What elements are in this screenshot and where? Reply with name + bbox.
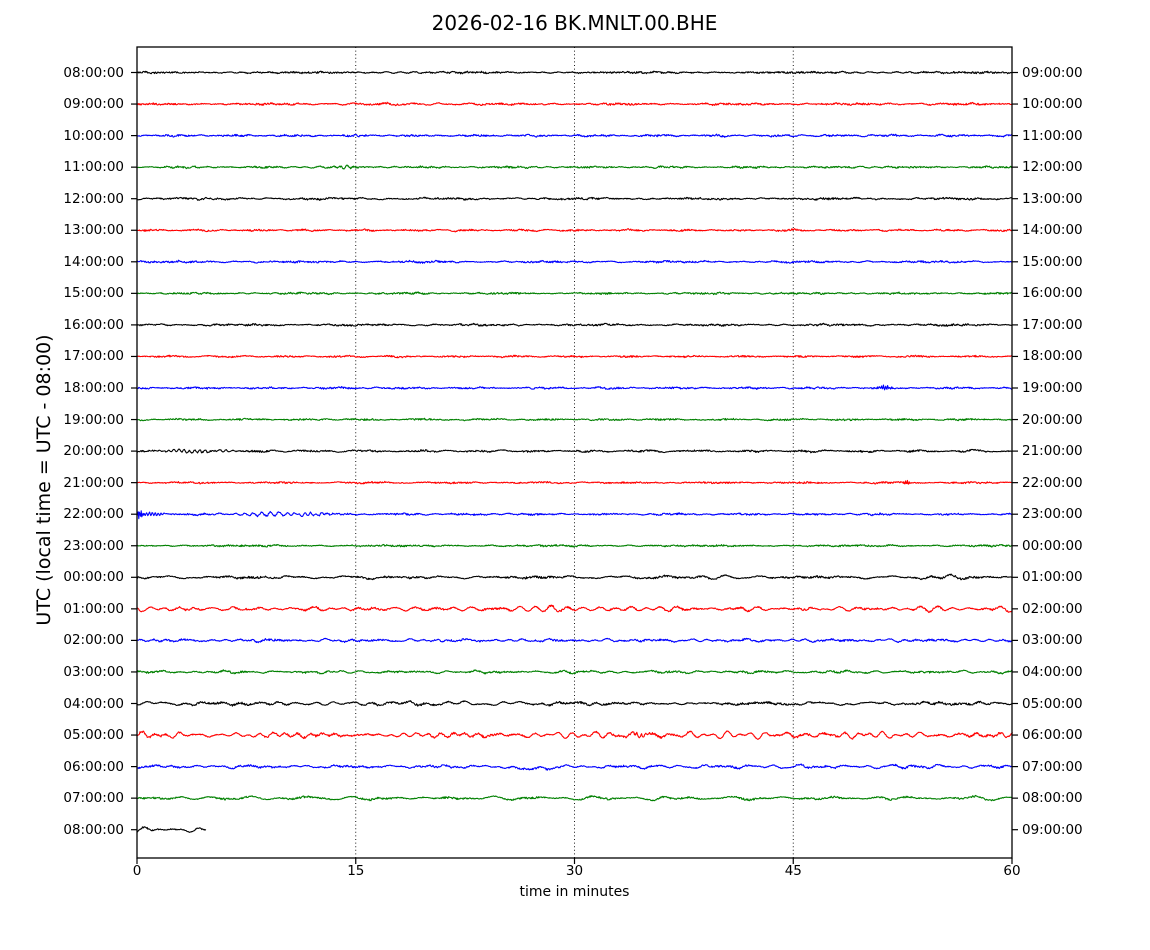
right-tick-label: 17:00:00 (1022, 316, 1083, 333)
seismogram-trace-090000 (136, 101, 1013, 107)
left-tick-label: 00:00:00 (63, 569, 124, 586)
right-tick-label: 06:00:00 (1022, 727, 1083, 744)
left-tick-label: 18:00:00 (63, 380, 124, 396)
right-tick-label: 00:00:00 (1022, 537, 1083, 554)
right-tick-label: 15:00:00 (1022, 253, 1083, 270)
left-tick-label: 04:00:00 (63, 695, 124, 712)
seismogram-trace-180000 (136, 384, 1013, 391)
left-tick-label: 07:00:00 (63, 790, 124, 807)
right-tick-label: 05:00:00 (1022, 695, 1083, 712)
left-tick-label: 17:00:00 (63, 348, 124, 365)
right-tick-label: 14:00:00 (1022, 222, 1083, 239)
seismogram-trace-160000 (136, 322, 1013, 327)
right-tick-label: 19:00:00 (1022, 380, 1083, 396)
right-tick-label: 12:00:00 (1022, 159, 1083, 176)
x-axis-label: time in minutes (519, 884, 630, 900)
seismogram-trace-230000 (136, 543, 1013, 548)
seismogram-trace-040000 (136, 700, 1013, 707)
plot-border (136, 46, 1013, 859)
seismogram-trace-080000 (136, 70, 1013, 75)
seismogram-trace-190000 (136, 417, 1013, 422)
seismogram-plot (131, 46, 1018, 864)
seismogram-trace-100000 (136, 133, 1013, 138)
left-tick-label: 03:00:00 (63, 664, 124, 680)
left-tick-label: 06:00:00 (63, 758, 124, 775)
x-tick-label: 60 (1003, 863, 1021, 879)
right-tick-label: 22:00:00 (1022, 474, 1083, 491)
right-tick-label: 18:00:00 (1022, 348, 1083, 365)
right-tick-label: 07:00:00 (1022, 758, 1083, 775)
right-tick-label: 10:00:00 (1022, 96, 1083, 112)
right-tick-label: 13:00:00 (1022, 190, 1083, 207)
seismogram-trace-050000 (136, 730, 1013, 740)
left-tick-label: 08:00:00 (63, 64, 124, 81)
right-tick-label: 09:00:00 (1022, 821, 1083, 838)
seismogram-trace-220000 (136, 510, 1013, 520)
seismogram-trace-110000 (136, 164, 1013, 170)
left-tick-label: 10:00:00 (63, 127, 124, 144)
seismogram-trace-080000 (136, 826, 207, 833)
seismogram-trace-020000 (136, 637, 1013, 644)
figure-title: 2026-02-16 BK.MNLT.00.BHE (431, 11, 718, 35)
right-tick-label: 16:00:00 (1022, 285, 1083, 302)
left-tick-label: 09:00:00 (63, 96, 124, 112)
left-tick-label: 15:00:00 (63, 285, 124, 302)
left-tick-label: 02:00:00 (63, 632, 124, 649)
seismogram-trace-210000 (136, 479, 1013, 485)
right-tick-label: 03:00:00 (1022, 632, 1083, 649)
left-tick-label: 12:00:00 (63, 190, 124, 207)
left-tick-label: 01:00:00 (63, 600, 124, 617)
seismogram-trace-150000 (136, 291, 1013, 296)
seismogram-trace-130000 (136, 228, 1013, 233)
seismogram-trace-000000 (136, 573, 1013, 581)
seismogram-trace-120000 (136, 196, 1013, 201)
seismogram-trace-010000 (136, 604, 1013, 614)
seismogram-trace-200000 (136, 448, 1013, 454)
left-tick-label: 16:00:00 (63, 316, 124, 333)
seismogram-trace-060000 (136, 763, 1013, 771)
x-tick-label: 30 (565, 863, 584, 879)
left-tick-label: 14:00:00 (63, 253, 124, 270)
right-tick-label: 20:00:00 (1022, 411, 1083, 428)
right-tick-label: 21:00:00 (1022, 443, 1083, 460)
left-tick-label: 08:00:00 (63, 821, 124, 838)
right-tick-label: 11:00:00 (1022, 127, 1083, 144)
left-tick-label: 19:00:00 (63, 411, 124, 428)
left-tick-label: 22:00:00 (63, 506, 124, 523)
left-tick-label: 11:00:00 (63, 159, 124, 176)
left-tick-label: 05:00:00 (63, 727, 124, 744)
left-tick-label: 20:00:00 (63, 443, 124, 460)
right-tick-label: 08:00:00 (1022, 790, 1083, 807)
right-tick-label: 04:00:00 (1022, 664, 1083, 680)
seismogram-trace-170000 (136, 354, 1013, 359)
seismogram-trace-030000 (136, 669, 1013, 675)
right-tick-label: 23:00:00 (1022, 506, 1083, 523)
right-tick-label: 09:00:00 (1022, 64, 1083, 81)
x-tick-label: 45 (784, 863, 802, 879)
right-tick-label: 01:00:00 (1022, 569, 1083, 586)
left-tick-label: 21:00:00 (63, 474, 124, 491)
x-tick-label: 0 (132, 863, 142, 879)
left-tick-label: 23:00:00 (63, 537, 124, 554)
seismogram-trace-140000 (136, 259, 1013, 264)
left-tick-label: 13:00:00 (63, 222, 124, 239)
x-tick-label: 15 (347, 863, 365, 879)
seismogram-trace-070000 (136, 794, 1013, 802)
right-tick-label: 02:00:00 (1022, 600, 1083, 617)
